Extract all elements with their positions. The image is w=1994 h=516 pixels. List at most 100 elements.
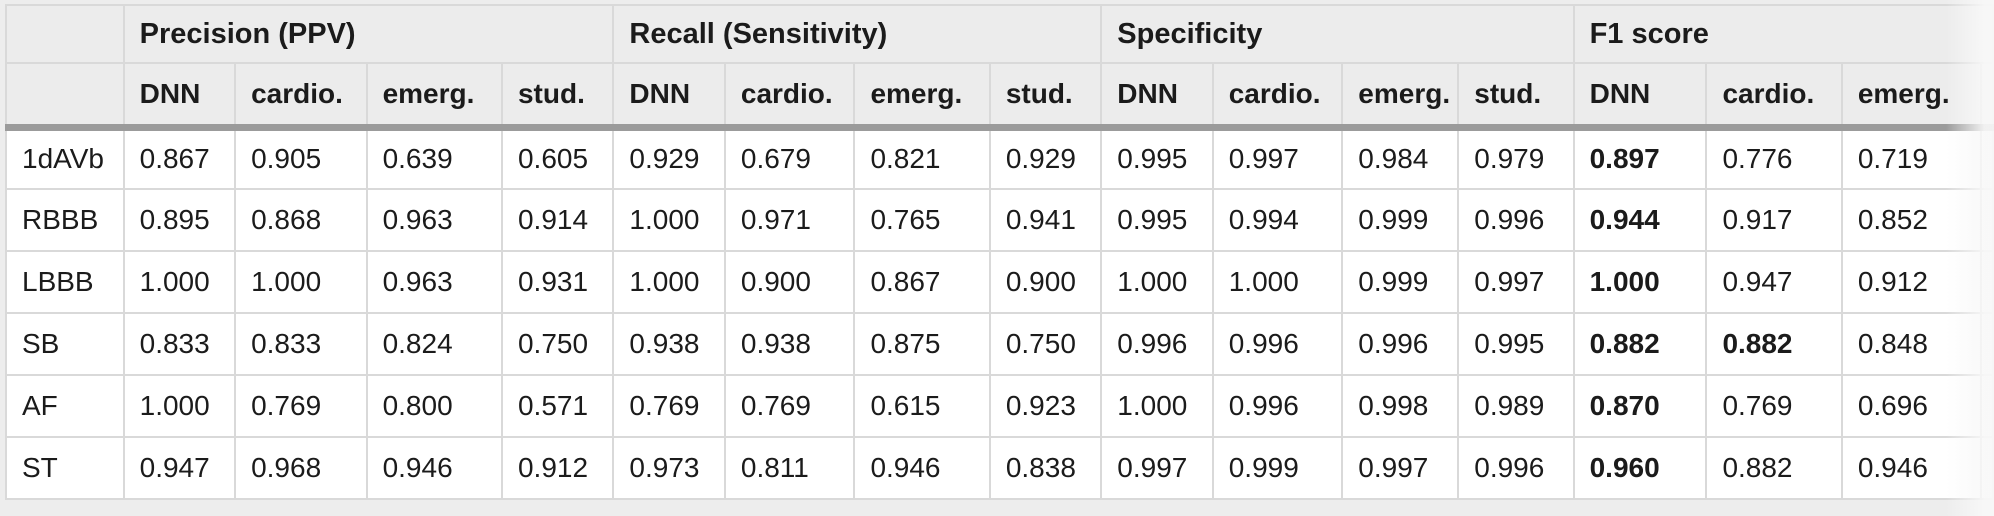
metric-cell: 0.769 xyxy=(1705,374,1843,438)
metric-cell: 0.719 xyxy=(1840,126,1983,190)
metric-cell: 0.868 xyxy=(234,188,368,252)
metric-cell: 0.996 xyxy=(1457,188,1575,252)
metric-cell: 1.000 xyxy=(122,374,237,438)
metric-cell: 0.905 xyxy=(234,126,368,190)
metric-cell: 0.867 xyxy=(853,250,991,314)
metric-cell: 0.679 xyxy=(723,126,856,190)
clipped-cell xyxy=(1980,374,1994,438)
metric-cell: 0.997 xyxy=(1341,436,1460,500)
corner-cell xyxy=(5,62,125,131)
metric-cell: 0.696 xyxy=(1840,374,1983,438)
metric-cell: 0.824 xyxy=(365,312,503,376)
col-header-specificity-emerg: emerg. xyxy=(1341,62,1460,131)
metric-cell: 1.000 xyxy=(1100,374,1214,438)
table-row-af: AF 1.000 0.769 0.800 0.571 0.769 0.769 0… xyxy=(5,374,1994,438)
metric-cell: 0.776 xyxy=(1705,126,1843,190)
metric-cell: 0.895 xyxy=(122,188,237,252)
clipped-cell xyxy=(1980,250,1994,314)
col-header-f1-cardio: cardio. xyxy=(1705,62,1843,131)
metric-cell: 0.995 xyxy=(1100,126,1214,190)
sub-header-row: DNN cardio. emerg. stud. DNN cardio. eme… xyxy=(5,62,1994,131)
row-label: LBBB xyxy=(5,250,125,314)
col-header-recall-cardio: cardio. xyxy=(723,62,856,131)
corner-cell xyxy=(5,4,125,64)
metric-cell: 0.811 xyxy=(723,436,856,500)
metric-cell: 0.938 xyxy=(612,312,726,376)
metric-cell: 0.960 xyxy=(1572,436,1708,500)
col-header-precision-stud: stud. xyxy=(500,62,615,131)
col-header-recall-emerg: emerg. xyxy=(853,62,991,131)
row-label: AF xyxy=(5,374,125,438)
metric-cell: 0.979 xyxy=(1457,126,1575,190)
metric-cell: 0.912 xyxy=(500,436,615,500)
metric-cell: 0.917 xyxy=(1705,188,1843,252)
metric-cell: 0.639 xyxy=(365,126,503,190)
col-header-f1-dnn: DNN xyxy=(1572,62,1708,131)
metric-cell: 0.769 xyxy=(723,374,856,438)
col-header-specificity-dnn: DNN xyxy=(1100,62,1214,131)
metric-cell: 0.997 xyxy=(1100,436,1214,500)
metric-cell: 0.996 xyxy=(1457,436,1575,500)
metric-cell: 0.923 xyxy=(988,374,1103,438)
metric-cell: 0.833 xyxy=(122,312,237,376)
clipped-cell xyxy=(1980,436,1994,500)
metric-cell: 0.838 xyxy=(988,436,1103,500)
metric-cell: 0.984 xyxy=(1341,126,1460,190)
metric-cell: 0.750 xyxy=(500,312,615,376)
clipped-cell xyxy=(1980,312,1994,376)
metric-cell: 0.870 xyxy=(1572,374,1708,438)
table-row-rbbb: RBBB 0.895 0.868 0.963 0.914 1.000 0.971… xyxy=(5,188,1994,252)
row-label: RBBB xyxy=(5,188,125,252)
col-header-specificity-stud: stud. xyxy=(1457,62,1575,131)
metric-cell: 0.997 xyxy=(1457,250,1575,314)
metric-cell: 1.000 xyxy=(1100,250,1214,314)
group-header-f1: F1 score xyxy=(1572,4,1994,64)
metric-cell: 1.000 xyxy=(1211,250,1344,314)
group-header-specificity: Specificity xyxy=(1100,4,1575,64)
metric-cell: 0.931 xyxy=(500,250,615,314)
col-header-recall-stud: stud. xyxy=(988,62,1103,131)
metric-cell: 0.946 xyxy=(365,436,503,500)
table-row-1davb: 1dAVb 0.867 0.905 0.639 0.605 0.929 0.67… xyxy=(5,126,1994,190)
metric-cell: 0.900 xyxy=(723,250,856,314)
metric-cell: 0.971 xyxy=(723,188,856,252)
metric-cell: 0.996 xyxy=(1341,312,1460,376)
metric-cell: 0.882 xyxy=(1572,312,1708,376)
clipped-cell xyxy=(1980,188,1994,252)
metric-cell: 0.615 xyxy=(853,374,991,438)
row-label: SB xyxy=(5,312,125,376)
metric-cell: 0.946 xyxy=(1840,436,1983,500)
row-label: ST xyxy=(5,436,125,500)
metric-cell: 0.938 xyxy=(723,312,856,376)
table-row-sb: SB 0.833 0.833 0.824 0.750 0.938 0.938 0… xyxy=(5,312,1994,376)
col-header-recall-dnn: DNN xyxy=(612,62,726,131)
clipped-column-header xyxy=(1980,62,1994,131)
metric-cell: 0.989 xyxy=(1457,374,1575,438)
group-header-recall: Recall (Sensitivity) xyxy=(612,4,1103,64)
col-header-precision-emerg: emerg. xyxy=(365,62,503,131)
metric-cell: 0.997 xyxy=(1211,126,1344,190)
metric-cell: 1.000 xyxy=(1572,250,1708,314)
metric-cell: 0.897 xyxy=(1572,126,1708,190)
metric-cell: 0.947 xyxy=(122,436,237,500)
metric-cell: 1.000 xyxy=(612,188,726,252)
row-label: 1dAVb xyxy=(5,126,125,190)
metric-cell: 1.000 xyxy=(122,250,237,314)
metric-cell: 0.929 xyxy=(612,126,726,190)
metric-cell: 0.914 xyxy=(500,188,615,252)
metric-cell: 0.944 xyxy=(1572,188,1708,252)
metric-cell: 0.882 xyxy=(1705,436,1843,500)
metric-cell: 0.968 xyxy=(234,436,368,500)
metric-cell: 0.929 xyxy=(988,126,1103,190)
metric-cell: 0.875 xyxy=(853,312,991,376)
metric-cell: 0.994 xyxy=(1211,188,1344,252)
metric-cell: 0.946 xyxy=(853,436,991,500)
metric-cell: 1.000 xyxy=(234,250,368,314)
metric-cell: 0.571 xyxy=(500,374,615,438)
metric-cell: 0.769 xyxy=(234,374,368,438)
metric-cell: 0.800 xyxy=(365,374,503,438)
clipped-cell xyxy=(1980,126,1994,190)
metric-cell: 0.947 xyxy=(1705,250,1843,314)
metric-cell: 1.000 xyxy=(612,250,726,314)
